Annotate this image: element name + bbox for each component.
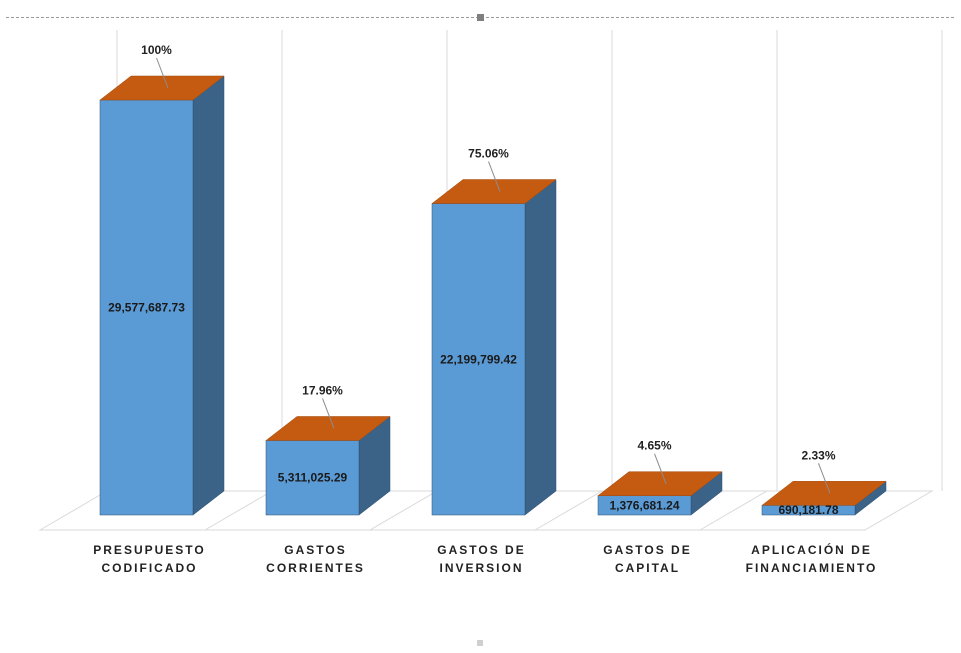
- bar-side-0: [192, 75, 225, 516]
- value-label-2: 22,199,799.42: [440, 352, 517, 366]
- leader-line-0: [156, 57, 169, 89]
- category-label-4-0: APLICACIÓN DE: [751, 542, 872, 557]
- bar-top-4: [761, 481, 887, 506]
- category-label-0-0: PRESUPUESTO: [93, 543, 205, 557]
- leader-line-3: [654, 453, 667, 484]
- leader-line-1: [322, 398, 335, 429]
- category-label-4-1: FINANCIAMIENTO: [746, 561, 878, 575]
- leader-line-4: [818, 463, 831, 494]
- percent-label-1: 17.96%: [302, 383, 343, 397]
- floor-divider-1: [204, 490, 273, 531]
- category-label-1-1: CORRIENTES: [266, 561, 365, 575]
- bar-top-2: [431, 179, 557, 204]
- floor-divider-3: [534, 490, 603, 531]
- floor-divider-4: [699, 490, 768, 531]
- category-label-1-0: GASTOS: [284, 543, 346, 557]
- bar-2: [431, 203, 526, 516]
- bar-1: [265, 440, 360, 516]
- percent-label-4: 2.33%: [801, 448, 835, 462]
- percent-label-3: 4.65%: [637, 439, 671, 453]
- percent-label-2: 75.06%: [468, 147, 509, 161]
- bar-0: [99, 99, 194, 516]
- category-label-3-0: GASTOS DE: [603, 543, 691, 557]
- chart-floor: [38, 490, 934, 531]
- category-label-0-1: CODIFICADO: [102, 561, 198, 575]
- value-label-0: 29,577,687.73: [108, 301, 185, 315]
- category-label-2-1: INVERSION: [439, 561, 523, 575]
- value-label-1: 5,311,025.29: [278, 471, 348, 485]
- category-label-2-0: GASTOS DE: [437, 543, 525, 557]
- bar-top-1: [265, 416, 391, 441]
- bar-top-3: [597, 471, 723, 496]
- bar-top-0: [99, 75, 225, 101]
- category-label-3-1: CAPITAL: [615, 561, 680, 575]
- value-label-4: 690,181.78: [778, 503, 838, 517]
- bar-side-2: [524, 179, 557, 516]
- value-label-3: 1,376,681.24: [609, 498, 679, 512]
- percent-label-0: 100%: [141, 43, 172, 57]
- floor-divider-2: [369, 490, 438, 531]
- resize-handle-bottom[interactable]: [477, 640, 483, 646]
- leader-line-2: [488, 161, 501, 192]
- resize-handle-top[interactable]: [477, 14, 484, 21]
